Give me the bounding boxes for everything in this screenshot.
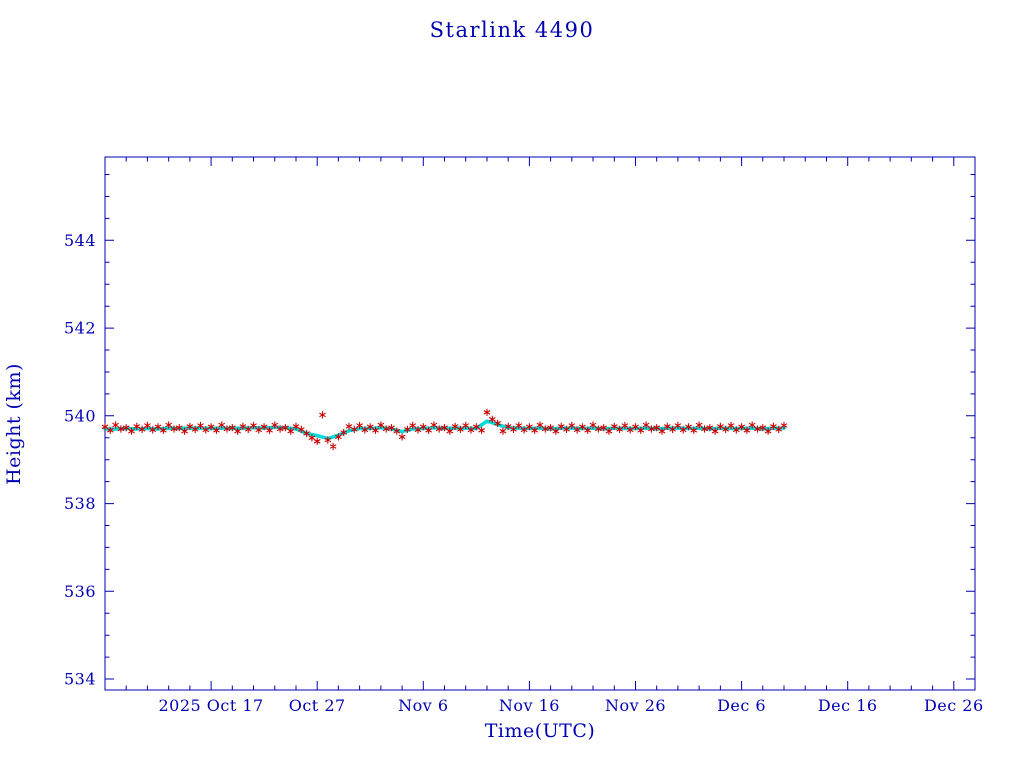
- y-tick-label: 542: [64, 319, 96, 338]
- x-tick-label: Dec 26: [924, 696, 984, 715]
- x-tick-label: Dec 6: [717, 696, 766, 715]
- x-axis-label: Time(UTC): [485, 720, 596, 742]
- x-tick-label: 2025 Oct 17: [158, 696, 263, 715]
- axes-frame: [104, 156, 976, 691]
- y-tick-label: 540: [64, 406, 96, 425]
- y-tick-label: 534: [64, 670, 96, 689]
- x-tick-label: Dec 16: [818, 696, 878, 715]
- x-tick-label: Nov 6: [398, 696, 448, 715]
- height-measurement-markers: [101, 408, 788, 451]
- y-tick-label: 538: [64, 494, 96, 513]
- y-tick-label: 544: [64, 231, 96, 250]
- x-tick-label: Oct 27: [289, 696, 346, 715]
- y-tick-label: 536: [64, 582, 96, 601]
- y-axis-label: Height (km): [3, 363, 25, 485]
- x-tick-label: Nov 16: [499, 696, 560, 715]
- chart-title: Starlink 4490: [430, 18, 595, 42]
- x-tick-label: Nov 26: [605, 696, 666, 715]
- plot-area: 534 536 538 540 542 544 2025 Oct 17 Oct 27 Nov 6…: [64, 156, 984, 715]
